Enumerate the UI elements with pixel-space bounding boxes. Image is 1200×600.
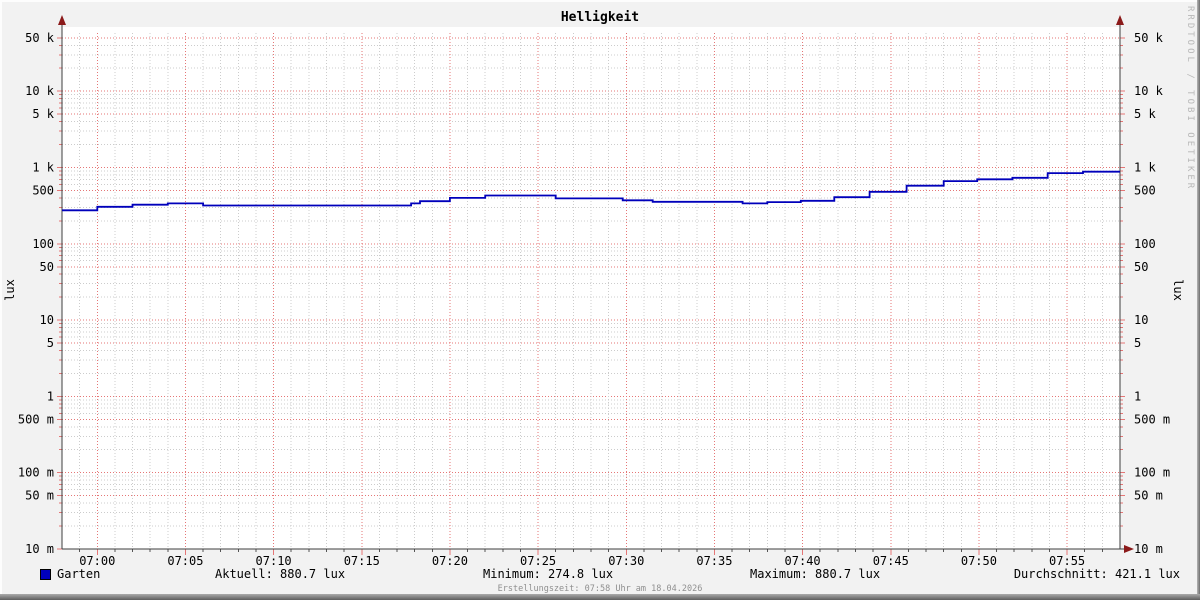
svg-text:10: 10 [40,313,54,327]
svg-text:5 k: 5 k [1134,107,1156,121]
svg-text:07:05: 07:05 [167,554,203,568]
svg-text:500: 500 [1134,183,1156,197]
svg-text:07:45: 07:45 [873,554,909,568]
bevel-right-edge [1197,0,1200,600]
svg-text:07:15: 07:15 [344,554,380,568]
svg-text:50 m: 50 m [1134,489,1163,503]
svg-text:10 k: 10 k [25,84,55,98]
svg-text:07:50: 07:50 [961,554,997,568]
stat-minimum: Minimum: 274.8 lux [483,567,614,581]
svg-text:10: 10 [1134,313,1148,327]
svg-text:50: 50 [1134,260,1148,274]
svg-text:07:10: 07:10 [256,554,292,568]
svg-text:10 m: 10 m [25,542,54,556]
stat-aktuell: Aktuell: 880.7 lux [215,567,346,581]
creation-timestamp: Erstellungszeit: 07:58 Uhr am 18.04.2026 [497,584,703,594]
svg-text:100: 100 [32,237,54,251]
svg-text:1: 1 [47,389,54,403]
svg-text:100 m: 100 m [1134,466,1170,480]
rrdtool-watermark: RRDTOOL / TOBI OETIKER [1185,6,1195,192]
svg-text:07:55: 07:55 [1049,554,1085,568]
svg-text:5 k: 5 k [32,107,54,121]
svg-text:07:35: 07:35 [696,554,732,568]
svg-text:500: 500 [32,183,54,197]
y-axis-unit-left: lux [3,279,17,301]
stat-durchschnitt: Durchschnitt: 421.1 lux [1013,567,1180,581]
svg-text:5: 5 [47,336,54,350]
svg-text:07:30: 07:30 [608,554,644,568]
svg-text:500 m: 500 m [18,412,54,426]
svg-text:50: 50 [40,260,54,274]
svg-text:50 k: 50 k [25,31,55,45]
legend-series-name: Garten [57,567,101,581]
legend-color-swatch [40,569,51,580]
svg-text:100: 100 [1134,237,1156,251]
svg-text:10 m: 10 m [1134,542,1163,556]
svg-text:1 k: 1 k [1134,161,1156,175]
svg-text:50 m: 50 m [25,489,54,503]
svg-text:50 k: 50 k [1134,31,1164,45]
chart-title: Helligkeit [560,10,640,25]
bevel-left-edge [0,0,2,600]
svg-text:07:20: 07:20 [432,554,468,568]
svg-text:1: 1 [1134,389,1141,403]
stat-maximum: Maximum: 880.7 lux [750,567,881,581]
bevel-bottom-edge [0,594,1200,600]
svg-text:07:25: 07:25 [520,554,556,568]
svg-text:10 k: 10 k [1134,84,1164,98]
bevel-top-edge [0,0,1200,2]
y-axis-unit-right: lux [1171,279,1185,301]
svg-text:07:40: 07:40 [785,554,821,568]
svg-text:500 m: 500 m [1134,412,1170,426]
svg-text:100 m: 100 m [18,466,54,480]
svg-text:07:00: 07:00 [79,554,115,568]
svg-text:5: 5 [1134,336,1141,350]
svg-text:1 k: 1 k [32,161,54,175]
